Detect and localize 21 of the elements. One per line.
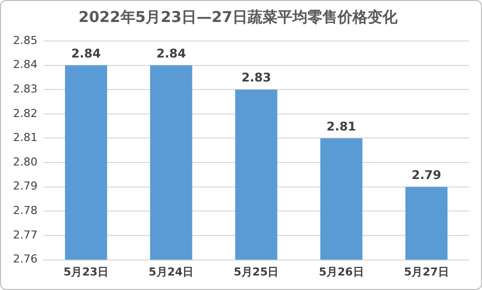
x-tick-label: 5月25日 (234, 265, 279, 278)
data-label: 2.83 (241, 70, 272, 85)
x-tick-label: 5月27日 (404, 265, 449, 278)
y-tick-label: 2.78 (12, 204, 38, 218)
y-tick-label: 2.83 (12, 82, 38, 96)
chart-title: 2022年5月23日—27日蔬菜平均零售价格变化 (78, 8, 398, 26)
y-tick-label: 2.76 (12, 252, 38, 266)
x-tick-label: 5月23日 (64, 265, 109, 278)
y-tick-label: 2.79 (12, 180, 38, 193)
y-tick-label: 2.82 (12, 106, 38, 120)
data-label: 2.79 (412, 168, 442, 182)
data-label: 2.84 (71, 46, 101, 60)
data-label: 2.81 (326, 119, 356, 134)
data-label: 2.84 (156, 46, 186, 60)
y-tick-label: 2.85 (12, 34, 38, 47)
x-tick-label: 5月24日 (148, 265, 194, 278)
y-tick-label: 2.81 (12, 131, 38, 144)
y-tick-label: 2.80 (12, 155, 38, 168)
y-tick-label: 2.77 (12, 228, 38, 242)
y-tick-label: 2.84 (12, 58, 38, 72)
x-tick-label: 5月26日 (318, 265, 364, 278)
